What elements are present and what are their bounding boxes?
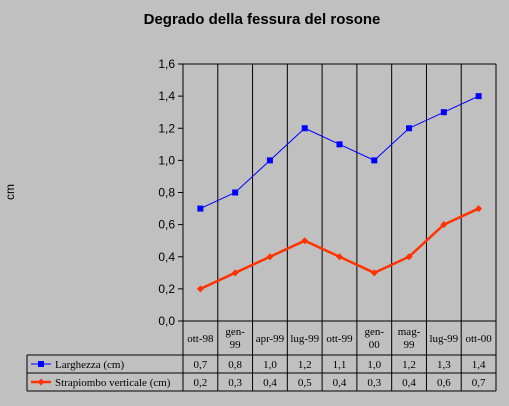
data-label: 0,3	[367, 377, 381, 389]
data-label: 0,7	[472, 377, 486, 389]
data-label: 1,4	[472, 359, 486, 371]
data-point	[440, 109, 447, 116]
data-label: 0,4	[263, 377, 277, 389]
data-point	[475, 205, 483, 213]
data-point	[475, 93, 482, 100]
x-tick-label: gen-00	[365, 326, 385, 351]
y-tick-label: 0,4	[158, 250, 175, 264]
data-label: 0,4	[333, 377, 347, 389]
x-tick-label: ott-98	[187, 333, 214, 345]
legend-label: Strapiombo verticale (cm)	[55, 377, 171, 389]
x-tick-label: apr-99	[256, 333, 285, 345]
data-point	[406, 125, 413, 132]
y-tick-label: 1,4	[158, 89, 175, 103]
data-point	[371, 157, 378, 164]
chart-title: Degrado della fessura del rosone	[144, 11, 381, 28]
plot-area	[183, 64, 496, 321]
data-point	[440, 221, 448, 229]
x-tick-label: gen-99	[225, 326, 245, 351]
y-tick-label: 0,0	[158, 314, 175, 328]
y-tick-label: 1,6	[158, 57, 175, 71]
x-tick-label: lug-99	[290, 333, 319, 345]
data-point	[336, 253, 343, 261]
data-label: 0,5	[298, 377, 312, 389]
data-label: 0,4	[402, 377, 416, 389]
data-point	[301, 125, 308, 132]
y-tick-label: 0,2	[158, 282, 175, 296]
data-point	[405, 253, 413, 261]
y-tick-label: 1,2	[158, 121, 175, 135]
data-label: 1,0	[263, 359, 277, 371]
y-tick-label: 1,0	[158, 153, 175, 167]
x-tick-label: mag-99	[398, 326, 421, 351]
data-label: 1,3	[437, 359, 451, 371]
data-label: 0,3	[228, 377, 242, 389]
data-point	[197, 205, 204, 212]
data-point	[301, 237, 309, 245]
data-label: 0,7	[194, 359, 208, 371]
data-point	[232, 189, 239, 196]
data-label: 0,8	[228, 359, 242, 371]
data-point	[370, 269, 378, 277]
data-label: 0,6	[437, 377, 451, 389]
data-label: 1,0	[367, 359, 381, 371]
data-label: 0,2	[194, 377, 208, 389]
legend-marker	[37, 378, 45, 386]
data-label: 1,2	[402, 359, 416, 371]
y-axis-label: cm	[3, 184, 17, 200]
data-point	[336, 141, 343, 148]
data-label: 1,2	[298, 359, 312, 371]
data-point	[266, 157, 273, 164]
y-tick-label: 0,8	[158, 186, 175, 200]
data-point	[196, 285, 204, 293]
x-tick-label: ott-00	[465, 333, 492, 345]
x-tick-label: lug-99	[429, 333, 458, 345]
data-point	[266, 253, 274, 261]
data-label: 1,1	[333, 359, 347, 371]
legend-label: Larghezza (cm)	[55, 359, 124, 371]
legend-marker	[38, 361, 44, 367]
data-point	[231, 269, 239, 277]
y-tick-label: 0,6	[158, 218, 175, 232]
x-tick-label: ott-99	[326, 333, 353, 345]
